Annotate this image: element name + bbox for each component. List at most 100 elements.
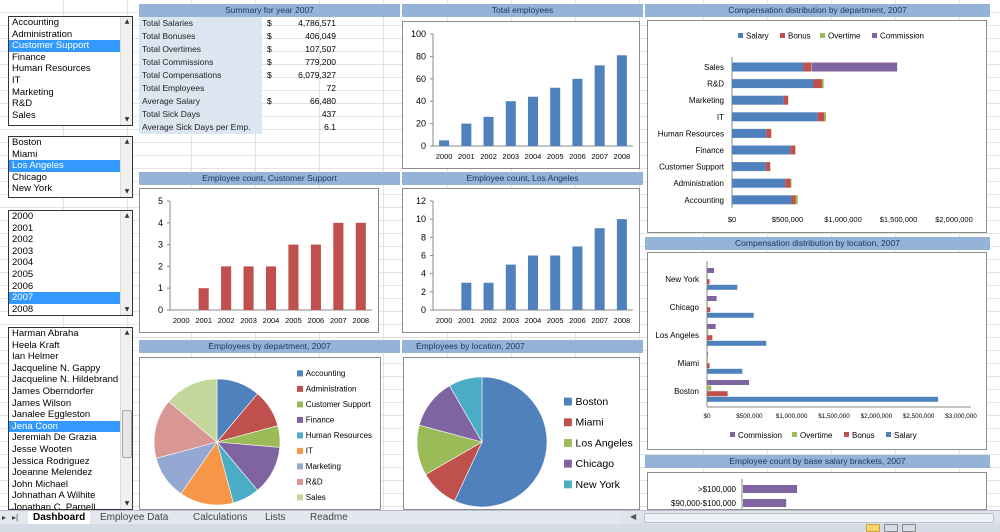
bar-segment-bonus[interactable] [791, 195, 796, 205]
bar-salary[interactable] [707, 284, 738, 290]
pie-slice[interactable] [449, 376, 483, 444]
bar[interactable] [288, 244, 299, 310]
bar[interactable] [461, 282, 472, 310]
list-item[interactable]: Jesse Wooten [12, 443, 73, 455]
scroll-up-icon[interactable]: ▲ [124, 329, 130, 336]
bar-bonus[interactable] [707, 307, 711, 313]
list-item[interactable]: Administration [12, 28, 73, 40]
department-listbox[interactable]: Accounting Administration Customer Support… [8, 16, 133, 126]
page-layout-view-icon[interactable] [884, 524, 898, 532]
employees-by-location-pie[interactable]: Boston Miami Los Angeles Chicago New York [403, 357, 640, 510]
bar-segment-bonus[interactable] [803, 62, 812, 72]
list-item[interactable]: 2005 [12, 268, 34, 280]
bar-segment-salary[interactable] [732, 162, 766, 172]
bar-segment-overtime[interactable] [824, 112, 827, 122]
bar[interactable] [333, 222, 344, 310]
sheet-tab[interactable]: Dashboard [28, 511, 91, 524]
los-angeles-count-chart[interactable]: 0 2 4 6 8 10 12 2000 2001 2002 2003 2004 2005 2006 200… [402, 188, 640, 333]
sheet-tab[interactable]: Readme [310, 512, 348, 523]
list-item[interactable]: James Wilson [12, 397, 72, 409]
list-item[interactable]: Jacqueline N. Gappy [12, 362, 101, 374]
bar[interactable] [483, 282, 494, 310]
bar-segment-commission[interactable] [811, 62, 898, 72]
sheet-tab[interactable]: Employee Data [100, 512, 169, 523]
bar-commission[interactable] [707, 352, 708, 357]
list-item[interactable]: 2002 [12, 234, 34, 246]
bar-segment-overtime[interactable] [795, 195, 798, 205]
bar[interactable] [528, 96, 538, 146]
bar-commission[interactable] [707, 380, 749, 385]
list-item[interactable]: Jena Coon [9, 420, 120, 433]
list-item[interactable]: Ian Helmer [12, 351, 59, 363]
list-item[interactable]: Customer Support [9, 40, 120, 52]
scroll-up-icon[interactable]: ▲ [124, 18, 130, 25]
bar[interactable] [528, 255, 538, 311]
listbox-scrollbar[interactable]: ▲ ▼ [120, 328, 132, 509]
bar-bonus[interactable] [707, 335, 713, 341]
listbox-scrollbar[interactable]: ▲ ▼ [120, 17, 132, 125]
pie-slice[interactable] [168, 378, 218, 443]
list-item[interactable]: Sales [12, 109, 36, 121]
bar-segment-salary[interactable] [732, 195, 792, 205]
list-item[interactable]: 2001 [12, 222, 34, 234]
bar-segment-salary[interactable] [732, 79, 814, 89]
sheet-tab[interactable]: Lists [265, 512, 286, 523]
list-item[interactable]: Jessica Rodriguez [12, 455, 90, 467]
pie-slice[interactable] [180, 441, 234, 506]
page-break-view-icon[interactable] [902, 524, 916, 532]
bar-bonus[interactable] [707, 363, 710, 369]
scroll-thumb[interactable] [122, 410, 132, 458]
list-item[interactable]: Janalee Eggleston [12, 409, 91, 421]
scroll-up-icon[interactable]: ▲ [124, 212, 130, 219]
bar[interactable] [743, 499, 787, 507]
bar[interactable] [572, 246, 583, 310]
list-item[interactable]: Finance [12, 51, 46, 63]
bar[interactable] [198, 288, 209, 310]
list-item[interactable]: James Oberndorfer [12, 385, 94, 397]
list-item[interactable]: IT [12, 74, 21, 86]
salary-brackets-chart[interactable]: >$100,000 $90,000-$100,000 [647, 472, 987, 510]
bar-segment-salary[interactable] [732, 128, 767, 138]
bar[interactable] [505, 101, 516, 146]
scroll-down-icon[interactable]: ▼ [124, 500, 130, 507]
location-compensation-chart[interactable]: New York Chicago Los Angeles Miami Boston $0 $… [647, 252, 987, 450]
scroll-down-icon[interactable]: ▼ [124, 116, 130, 123]
list-item[interactable]: Accounting [12, 17, 60, 28]
bar-commission[interactable] [707, 268, 715, 273]
pie-slice[interactable] [454, 376, 548, 508]
bar-bonus[interactable] [707, 279, 710, 285]
bar-segment-overtime[interactable] [822, 79, 824, 89]
bar-commission[interactable] [707, 296, 717, 301]
first-sheet-icon[interactable]: ▸ [2, 513, 7, 522]
bar[interactable] [550, 87, 561, 146]
list-item[interactable]: 2008 [12, 303, 34, 315]
bar-salary[interactable] [707, 312, 754, 318]
bar-segment-bonus[interactable] [790, 145, 796, 155]
bar-segment-bonus[interactable] [783, 95, 789, 105]
bar[interactable] [483, 116, 494, 146]
list-item[interactable]: John Michael [12, 478, 68, 490]
bar-segment-bonus[interactable] [813, 79, 823, 89]
location-listbox[interactable]: Boston Miami Los Angeles Chicago New York ▲ ▼ [8, 136, 133, 198]
bar-salary[interactable] [707, 340, 767, 346]
total-employees-chart[interactable]: 0 20 40 60 80 100 2000 2001 2002 2003 2004 2005 2006… [402, 21, 640, 169]
bar-salary[interactable] [707, 368, 743, 374]
bar[interactable] [594, 228, 605, 310]
bar[interactable] [550, 255, 561, 311]
list-item[interactable]: 2003 [12, 245, 34, 257]
year-listbox[interactable]: 2000 2001 2002 2003 2004 2005 2006 2007 2008 ▲ ▼ [8, 210, 133, 316]
bar-salary[interactable] [707, 396, 939, 402]
list-item[interactable]: 2004 [12, 257, 34, 269]
last-sheet-icon[interactable]: ▸| [12, 513, 19, 522]
listbox-scrollbar[interactable]: ▲ ▼ [120, 211, 132, 315]
scroll-left-icon[interactable]: ◀ [630, 512, 637, 521]
pie-slice[interactable] [153, 401, 218, 459]
list-item[interactable]: New York [12, 183, 53, 195]
bar-segment-salary[interactable] [732, 178, 786, 188]
list-item[interactable]: Johnathan A Wilhite [12, 490, 96, 502]
bar[interactable] [221, 266, 232, 310]
bar[interactable] [572, 78, 583, 146]
bar[interactable] [265, 266, 277, 310]
bar-segment-overtime[interactable] [811, 62, 812, 72]
listbox-scrollbar[interactable]: ▲ ▼ [120, 137, 132, 197]
